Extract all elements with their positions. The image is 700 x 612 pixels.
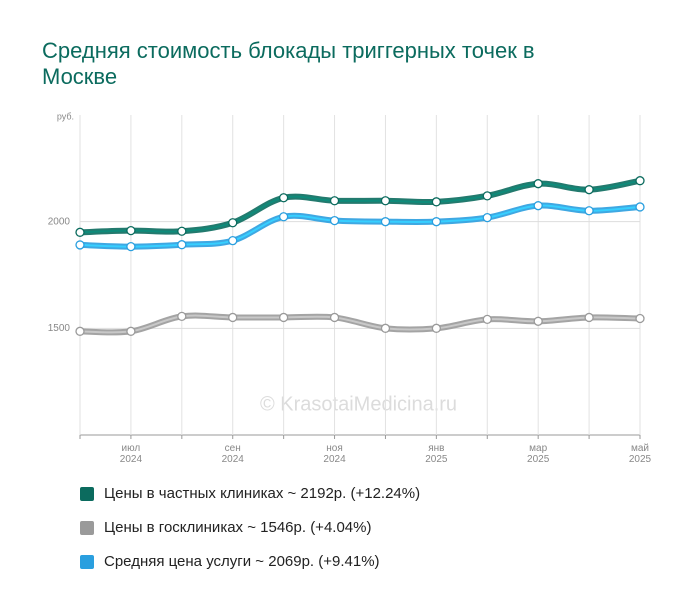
legend-label: Цены в частных клиниках ~ 2192р. (+12.24… — [104, 485, 421, 502]
point — [278, 193, 289, 203]
point — [380, 217, 391, 227]
point — [75, 240, 85, 250]
y-tick-label: 1500 — [48, 323, 71, 334]
series-line — [79, 204, 641, 248]
x-tick-label: сен 2024 — [221, 443, 244, 465]
legend-item: Средняя цена услуги ~ 2069р. (+9.41%) — [80, 553, 380, 570]
x-tick-label: июл 2024 — [119, 443, 143, 465]
legend-swatch — [80, 520, 94, 535]
legend-label: Цены в госклиниках ~ 1546р. (+4.04%) — [104, 519, 372, 536]
y-unit: руб. — [57, 111, 74, 121]
point — [329, 215, 340, 226]
point — [635, 202, 645, 212]
point — [126, 326, 136, 336]
point — [533, 201, 543, 211]
watermark: © KrasotaiMedicina.ru — [260, 393, 457, 415]
point — [380, 196, 391, 206]
point — [278, 312, 289, 323]
x-tick-label: май 2025 — [628, 443, 652, 465]
point — [482, 191, 492, 201]
point — [584, 312, 594, 323]
point — [431, 217, 442, 227]
point — [228, 236, 238, 246]
point — [177, 311, 187, 322]
point — [278, 212, 289, 222]
point — [431, 323, 442, 333]
chart-title: Средняя стоимость блокады триггерных точ… — [42, 38, 535, 89]
point — [228, 312, 238, 323]
point — [533, 179, 543, 189]
point — [75, 227, 85, 237]
point — [126, 241, 136, 252]
series-line-outline — [79, 312, 641, 336]
legend-label: Средняя цена услуги ~ 2069р. (+9.41%) — [104, 553, 380, 570]
point — [482, 314, 492, 325]
point — [431, 197, 442, 207]
x-tick-label: ноя 2024 — [323, 443, 346, 465]
legend-item: Цены в госклиниках ~ 1546р. (+4.04%) — [80, 519, 371, 536]
point — [584, 206, 594, 216]
point — [380, 323, 391, 333]
y-tick-label: 2000 — [48, 216, 71, 227]
point — [635, 176, 645, 186]
series-line-outline — [79, 202, 641, 250]
point — [177, 240, 187, 250]
point — [177, 226, 187, 236]
legend-swatch — [80, 486, 94, 501]
point — [635, 313, 645, 324]
legend-swatch — [80, 554, 94, 569]
point — [329, 312, 340, 323]
x-tick-label: мар 2025 — [527, 443, 550, 465]
point — [75, 326, 85, 336]
point — [228, 218, 238, 228]
x-tick-label: янв 2025 — [425, 443, 448, 465]
point — [533, 316, 543, 326]
point — [584, 185, 594, 195]
legend-item: Цены в частных клиниках ~ 2192р. (+12.24… — [80, 485, 420, 502]
point — [126, 225, 136, 236]
point — [482, 212, 492, 223]
point — [329, 196, 340, 206]
